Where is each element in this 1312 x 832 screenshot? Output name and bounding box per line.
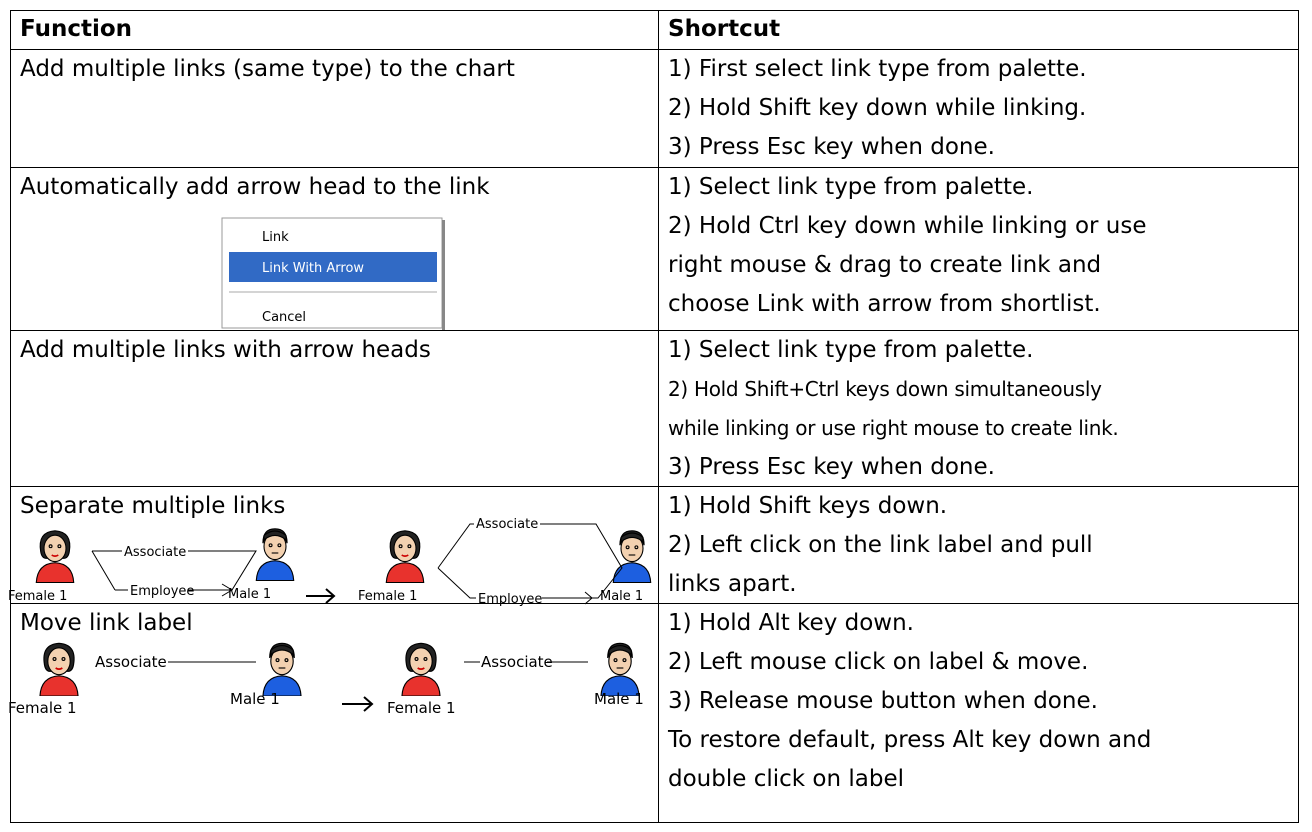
node-label: Male 1 [230, 690, 280, 708]
shortcut-line: 3) Release mouse button when done. [668, 688, 1098, 714]
link-label: Employee [478, 592, 542, 607]
link-label: Associate [95, 653, 167, 671]
menu-item[interactable]: Link With Arrow [262, 261, 364, 276]
context-menu: Link Link With Arrow Cancel [221, 217, 445, 330]
shortcut-line: while linking or use right mouse to crea… [668, 416, 1119, 440]
header-text: Shortcut [668, 16, 781, 42]
shortcut-line: links apart. [668, 571, 797, 597]
shortcut-line: 3) Press Esc key when done. [668, 454, 995, 480]
shortcut-line: 1) Hold Shift keys down. [668, 493, 948, 519]
shortcut-line: double click on label [668, 766, 904, 792]
shortcut-line: To restore default, press Alt key down a… [668, 727, 1152, 753]
menu-item[interactable]: Link [262, 230, 289, 245]
shortcut-line: 2) Hold Shift+Ctrl keys down simultaneou… [668, 377, 1102, 401]
node-label: Female 1 [8, 699, 77, 717]
shortcut-line: 2) Hold Shift key down while linking. [668, 95, 1087, 121]
header-cell [10, 10, 659, 50]
shortcut-line: right mouse & drag to create link and [668, 252, 1102, 278]
link-label: Employee [130, 584, 194, 599]
shortcut-line: 2) Hold Ctrl key down while linking or u… [668, 213, 1147, 239]
link-label: Associate [481, 653, 553, 671]
function-text: Add multiple links with arrow heads [20, 337, 431, 363]
node-label: Male 1 [600, 589, 643, 604]
shortcut-line: 1) First select link type from palette. [668, 56, 1087, 82]
node-label: Female 1 [8, 589, 67, 604]
menu-item[interactable]: Cancel [262, 310, 306, 325]
header-text: Function [20, 16, 133, 42]
node-label: Male 1 [228, 587, 271, 602]
node-label: Male 1 [594, 690, 644, 708]
link-label: Associate [124, 545, 186, 560]
separate-links-diagram: Associate Employee Female 1 Male 1 Assoc… [8, 517, 652, 607]
node-label: Female 1 [387, 699, 456, 717]
node-label: Female 1 [358, 589, 417, 604]
shortcut-line: 1) Select link type from palette. [668, 337, 1034, 363]
shortcut-line: 1) Select link type from palette. [668, 174, 1034, 200]
function-text: Move link label [20, 610, 193, 636]
function-text: Add multiple links (same type) to the ch… [20, 56, 515, 82]
shortcut-line: choose Link with arrow from shortlist. [668, 291, 1101, 317]
shortcut-line: 1) Hold Alt key down. [668, 610, 914, 636]
move-label-diagram: Associate Female 1 Male 1 Associate Fema… [8, 642, 644, 717]
function-text: Automatically add arrow head to the link [20, 174, 490, 200]
shortcut-line: 3) Press Esc key when done. [668, 134, 995, 160]
link-label: Associate [476, 517, 538, 532]
shortcut-line: 2) Left mouse click on label & move. [668, 649, 1089, 675]
shortcut-line: 2) Left click on the link label and pull [668, 532, 1093, 558]
function-text: Separate multiple links [20, 493, 286, 519]
